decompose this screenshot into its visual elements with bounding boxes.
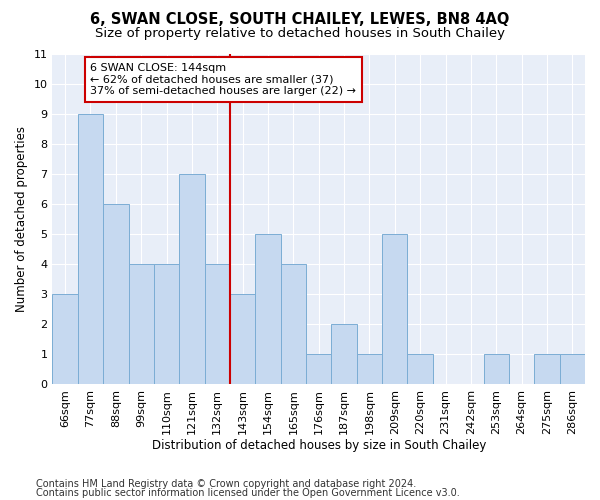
Bar [154, 264, 179, 384]
Bar [331, 324, 357, 384]
Bar [534, 354, 560, 384]
Bar [484, 354, 509, 384]
Y-axis label: Number of detached properties: Number of detached properties [15, 126, 28, 312]
Bar [179, 174, 205, 384]
Bar [306, 354, 331, 384]
Text: 6, SWAN CLOSE, SOUTH CHAILEY, LEWES, BN8 4AQ: 6, SWAN CLOSE, SOUTH CHAILEY, LEWES, BN8… [91, 12, 509, 28]
X-axis label: Distribution of detached houses by size in South Chailey: Distribution of detached houses by size … [152, 440, 486, 452]
Text: Contains HM Land Registry data © Crown copyright and database right 2024.: Contains HM Land Registry data © Crown c… [36, 479, 416, 489]
Bar [78, 114, 103, 384]
Bar [230, 294, 256, 384]
Text: 6 SWAN CLOSE: 144sqm
← 62% of detached houses are smaller (37)
37% of semi-detac: 6 SWAN CLOSE: 144sqm ← 62% of detached h… [91, 63, 356, 96]
Bar [103, 204, 128, 384]
Bar [128, 264, 154, 384]
Text: Size of property relative to detached houses in South Chailey: Size of property relative to detached ho… [95, 28, 505, 40]
Bar [560, 354, 585, 384]
Bar [382, 234, 407, 384]
Text: Contains public sector information licensed under the Open Government Licence v3: Contains public sector information licen… [36, 488, 460, 498]
Bar [357, 354, 382, 384]
Bar [281, 264, 306, 384]
Bar [407, 354, 433, 384]
Bar [205, 264, 230, 384]
Bar [256, 234, 281, 384]
Bar [52, 294, 78, 384]
